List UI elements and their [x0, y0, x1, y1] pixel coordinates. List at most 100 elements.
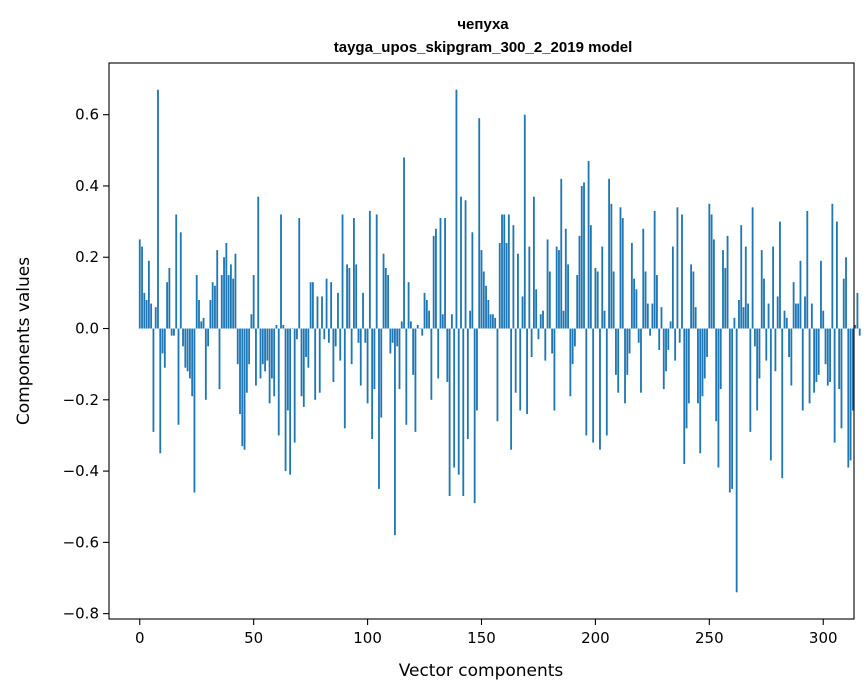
bar-216: [630, 242, 633, 329]
bar-239: [683, 328, 686, 464]
y-tick-label: 0.6: [75, 106, 99, 124]
bar-23: [191, 328, 194, 397]
bar-152: [485, 285, 487, 329]
bar-189: [569, 328, 572, 397]
bar-72: [302, 328, 305, 407]
bar-281: [779, 221, 781, 329]
bar-217: [633, 278, 636, 329]
bar-22: [188, 328, 191, 379]
bar-214: [626, 328, 629, 375]
bar-264: [740, 225, 743, 329]
bar-274: [763, 278, 765, 329]
bar-75: [309, 282, 312, 329]
bar-271: [756, 328, 759, 411]
y-tick-label: −0.2: [63, 391, 99, 409]
bar-224: [649, 328, 652, 336]
bar-35: [218, 328, 221, 390]
bar-25: [195, 275, 198, 329]
bar-44: [239, 328, 241, 415]
bar-104: [375, 214, 378, 329]
bar-52: [257, 196, 260, 329]
bar-270: [753, 328, 756, 347]
bar-70: [298, 218, 301, 329]
bar-277: [769, 328, 772, 461]
bar-165: [514, 328, 517, 393]
bar-107: [382, 253, 385, 329]
bar-135: [446, 328, 449, 382]
bar-12: [166, 282, 169, 329]
bar-1: [141, 246, 143, 329]
bar-126: [425, 300, 428, 329]
bar-244: [694, 307, 697, 329]
bar-279: [774, 328, 777, 372]
bar-149: [478, 118, 481, 329]
bar-13: [168, 267, 171, 329]
bar-205: [605, 328, 608, 436]
bar-6: [152, 328, 155, 432]
bar-58: [270, 328, 273, 379]
bar-174: [535, 289, 538, 329]
bar-185: [560, 178, 563, 329]
bar-211: [619, 207, 622, 329]
bar-50: [252, 275, 255, 329]
bar-51: [255, 328, 257, 386]
bar-19: [182, 328, 184, 347]
bar-220: [640, 328, 642, 393]
bar-60: [275, 324, 278, 329]
x-tick-label: 0: [135, 629, 145, 647]
bar-178: [544, 328, 547, 361]
bar-170: [526, 328, 528, 415]
y-tick-label: 0.4: [75, 177, 99, 195]
bar-251: [710, 214, 713, 329]
bar-254: [717, 328, 720, 468]
bar-292: [804, 296, 806, 329]
bar-295: [810, 303, 813, 329]
bar-289: [797, 303, 800, 329]
bar-299: [820, 260, 822, 329]
bar-157: [496, 328, 499, 422]
bar-86: [334, 328, 337, 347]
bar-99: [364, 328, 367, 343]
bar-8: [157, 89, 159, 329]
bar-95: [355, 264, 358, 329]
bar-173: [532, 196, 535, 329]
bar-167: [519, 328, 522, 411]
bar-194: [580, 185, 583, 329]
bar-84: [330, 282, 333, 329]
bar-85: [332, 328, 335, 382]
bar-136: [448, 328, 451, 497]
bar-237: [678, 328, 681, 343]
bar-147: [473, 328, 476, 504]
y-tick-label: −0.6: [63, 533, 99, 551]
bar-130: [435, 228, 437, 329]
bar-113: [396, 328, 399, 347]
x-tick-label: 50: [244, 629, 263, 647]
bar-32: [211, 282, 214, 329]
bar-283: [783, 310, 786, 329]
bar-series: [138, 89, 861, 593]
bar-63: [282, 324, 285, 329]
bar-222: [644, 271, 647, 329]
bar-168: [521, 296, 524, 329]
bar-238: [681, 214, 683, 329]
bar-312: [849, 328, 852, 461]
bar-94: [353, 218, 355, 329]
bar-179: [546, 239, 549, 329]
bar-89: [341, 214, 344, 329]
bar-172: [530, 328, 533, 358]
bar-183: [555, 246, 558, 329]
bar-139: [455, 89, 458, 329]
bar-303: [829, 328, 831, 382]
bar-280: [776, 296, 779, 329]
bar-96: [357, 328, 360, 343]
bar-315: [856, 292, 859, 329]
bar-184: [558, 250, 560, 329]
bar-253: [715, 328, 718, 422]
bar-39: [227, 275, 230, 329]
y-axis-ticks: −0.8 −0.6 −0.4 −0.2 0.0 0.2 0.4 0.6: [63, 106, 109, 623]
y-tick-label: 0.0: [75, 320, 99, 338]
bar-153: [487, 300, 490, 329]
bar-193: [578, 235, 581, 329]
bar-73: [305, 328, 307, 358]
bar-268: [749, 328, 752, 432]
